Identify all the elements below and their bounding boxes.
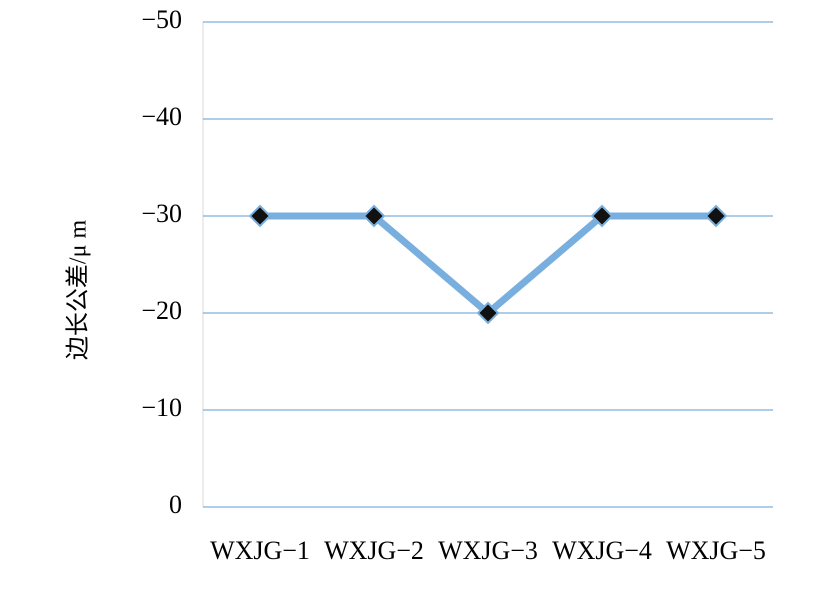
series-line xyxy=(260,212,716,318)
y-tick-label: −10 xyxy=(141,393,182,422)
marker xyxy=(476,301,500,325)
x-tick-label: WXJG−3 xyxy=(438,536,538,565)
y-tick-label: −20 xyxy=(141,296,182,325)
marker xyxy=(590,204,614,228)
x-tick-label: WXJG−4 xyxy=(552,536,652,565)
marker xyxy=(248,204,272,228)
marker xyxy=(704,204,728,228)
y-tick-label: −50 xyxy=(141,5,182,34)
x-tick-label: WXJG−5 xyxy=(666,536,766,565)
y-tick-label: −40 xyxy=(141,102,182,131)
x-tick-label: WXJG−1 xyxy=(210,536,310,565)
y-axis-label: 边长公差/μ m xyxy=(65,220,92,361)
y-tick-label: −30 xyxy=(141,199,182,228)
y-tick-label: 0 xyxy=(169,490,182,519)
marker xyxy=(362,204,386,228)
x-tick-label: WXJG−2 xyxy=(324,536,424,565)
